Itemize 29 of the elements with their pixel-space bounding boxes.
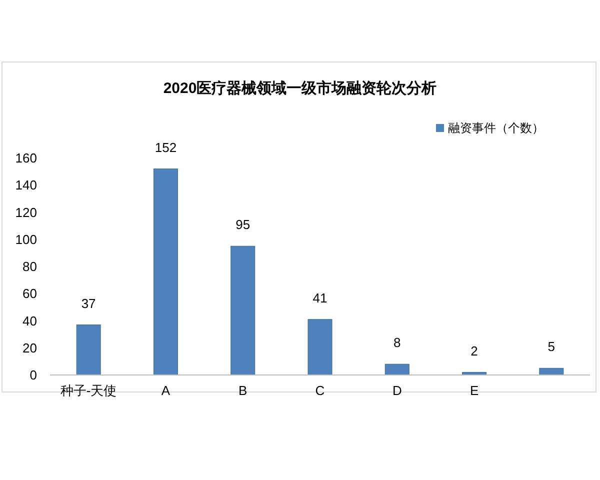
x-tick-label: E <box>470 383 479 398</box>
y-tick-label: 80 <box>22 259 37 274</box>
y-tick-label: 140 <box>15 178 37 193</box>
y-tick-label: 100 <box>15 232 37 247</box>
data-label: 95 <box>236 217 250 232</box>
data-label: 41 <box>312 290 328 306</box>
data-label: 37 <box>81 296 96 311</box>
data-label: 8 <box>394 335 401 350</box>
x-tick-label: 种子-天使 <box>60 383 117 398</box>
data-label: 5 <box>548 339 556 354</box>
x-tick-label: A <box>161 383 170 398</box>
bar <box>230 246 256 376</box>
y-tick-label: 0 <box>30 368 37 382</box>
data-label: 152 <box>154 140 177 155</box>
x-tick-label: B <box>238 383 248 398</box>
bar <box>153 168 178 376</box>
chart-title: 2020医疗器械领域一级市场融资轮次分析 <box>163 79 437 97</box>
legend: 融资事件（个数） <box>436 121 544 135</box>
x-tick-label: C <box>315 383 325 398</box>
y-tick-label: 120 <box>15 204 37 220</box>
bar <box>384 364 410 376</box>
bar <box>308 319 332 376</box>
y-tick-label: 40 <box>22 313 37 328</box>
data-label: 2 <box>470 343 478 358</box>
y-tick-label: 160 <box>15 150 37 166</box>
bar <box>76 324 101 376</box>
y-tick-label: 60 <box>22 286 37 302</box>
x-tick-label: D <box>392 383 402 398</box>
y-tick-label: 20 <box>22 340 37 356</box>
